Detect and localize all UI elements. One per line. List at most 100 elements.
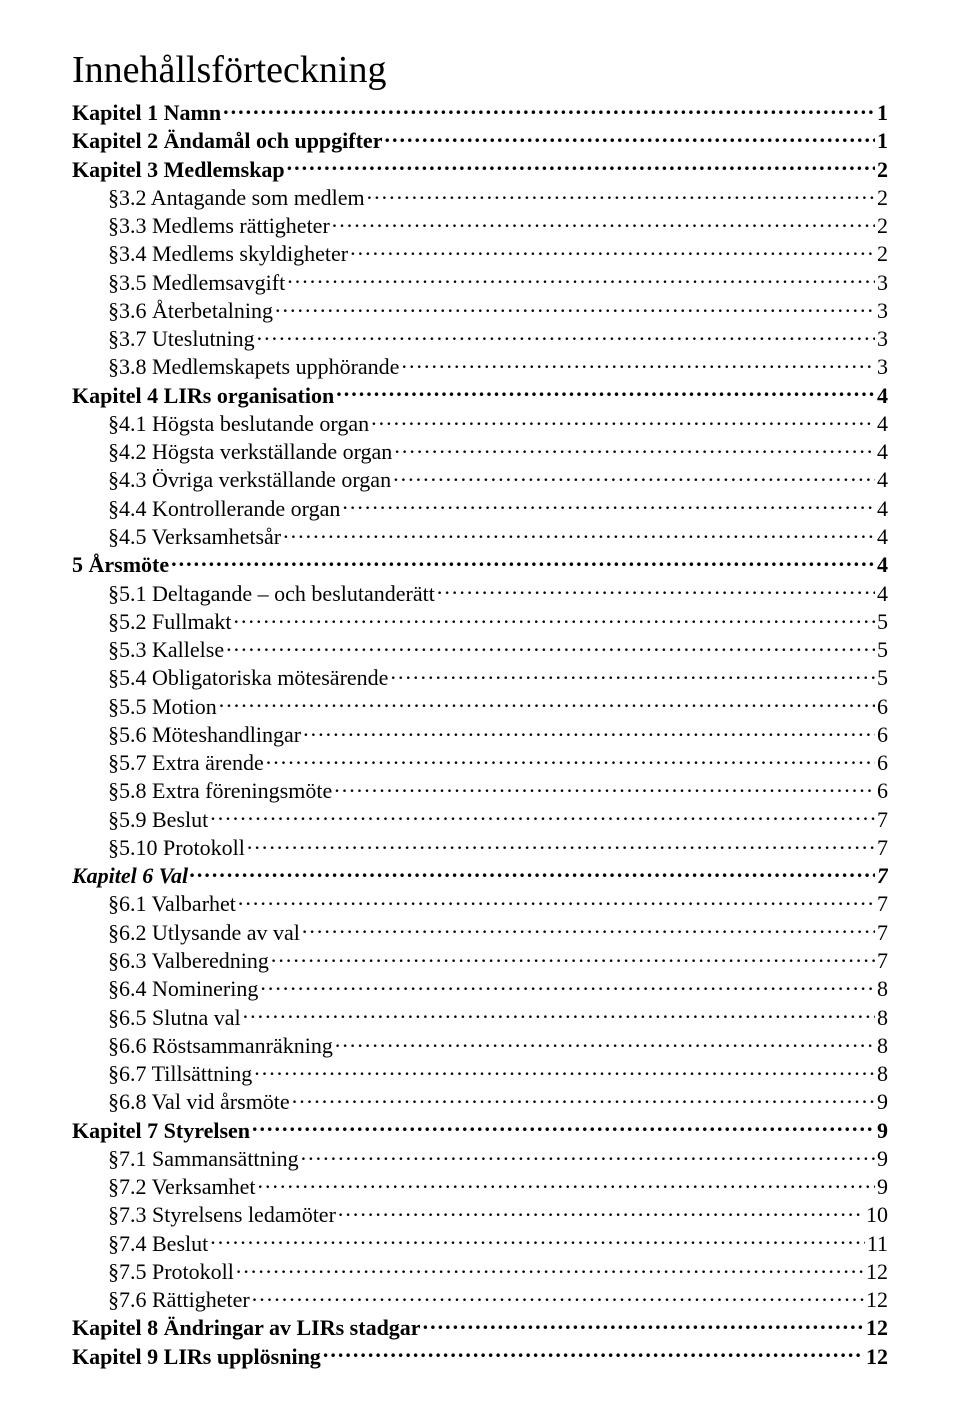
toc-row: §5.3 Kallelse5 <box>72 635 888 663</box>
toc-row: §4.4 Kontrollerande organ4 <box>72 494 888 522</box>
toc-page: 4 <box>877 551 888 578</box>
toc-page: 4 <box>877 466 888 493</box>
toc-label: §3.7 Uteslutning <box>108 325 255 352</box>
toc-row: Kapitel 1 Namn1 <box>72 98 888 126</box>
toc-row: §7.2 Verksamhet 9 <box>72 1172 888 1200</box>
toc-leader <box>401 352 875 374</box>
toc-label: Kapitel 2 Ändamål och uppgifter <box>72 127 382 154</box>
toc-page: 6 <box>877 777 888 804</box>
toc-leader <box>238 889 875 911</box>
toc-leader <box>266 748 875 770</box>
toc-page: 8 <box>877 975 888 1002</box>
toc-page: 3 <box>877 269 888 296</box>
toc-leader <box>394 437 875 459</box>
toc-page: 2 <box>877 184 888 211</box>
toc-row: §5.8 Extra föreningsmöte6 <box>72 776 888 804</box>
toc-label: §6.4 Nominering <box>108 975 258 1002</box>
toc-page: 4 <box>877 495 888 522</box>
toc-label: §3.2 Antagande som medlem <box>108 184 365 211</box>
toc-row: §4.2 Högsta verkställande organ4 <box>72 437 888 465</box>
toc-page: 5 <box>877 608 888 635</box>
toc-leader <box>283 522 875 544</box>
toc-label: §5.2 Fullmakt <box>108 608 231 635</box>
toc-row: Kapitel 8 Ändringar av LIRs stadgar12 <box>72 1313 888 1341</box>
toc-page: 9 <box>877 1173 888 1200</box>
toc-leader <box>257 324 875 346</box>
toc-page: 7 <box>877 834 888 861</box>
toc-row: §5.1 Deltagande – och beslutanderätt4 <box>72 579 888 607</box>
toc-row: §6.3 Valberedning 7 <box>72 946 888 974</box>
toc-leader <box>301 1144 875 1166</box>
toc-page: 4 <box>877 382 888 409</box>
toc-label: §3.3 Medlems rättigheter <box>108 212 330 239</box>
toc-leader <box>323 1342 864 1364</box>
toc-page: 6 <box>877 693 888 720</box>
toc-leader <box>233 607 875 629</box>
toc-label: §5.6 Möteshandlingar <box>108 721 301 748</box>
toc-leader <box>210 805 875 827</box>
toc-row: §3.5 Medlemsavgift 3 <box>72 268 888 296</box>
toc-leader <box>335 1031 875 1053</box>
toc-label: §5.3 Kallelse <box>108 636 224 663</box>
toc-label: §7.1 Sammansättning <box>108 1145 299 1172</box>
toc-row: §5.9 Beslut7 <box>72 805 888 833</box>
toc-leader <box>287 268 875 290</box>
toc-row: §4.1 Högsta beslutande organ4 <box>72 409 888 437</box>
toc-label: §6.5 Slutna val <box>108 1004 241 1031</box>
toc-row: §3.2 Antagande som medlem 2 <box>72 183 888 211</box>
toc-leader <box>287 155 875 177</box>
toc-row: §6.1 Valbarhet7 <box>72 889 888 917</box>
toc-page: 1 <box>877 99 888 126</box>
page-title: Innehållsförteckning <box>72 48 888 92</box>
toc-page: 12 <box>866 1314 888 1341</box>
toc-row: Kapitel 9 LIRs upplösning12 <box>72 1342 888 1370</box>
toc-leader <box>332 211 875 233</box>
toc-leader <box>292 1087 875 1109</box>
toc-leader <box>226 635 875 657</box>
toc-page: 7 <box>877 919 888 946</box>
toc-row: §5.10 Protokoll7 <box>72 833 888 861</box>
toc-leader <box>223 98 875 120</box>
toc-label: §7.2 Verksamhet <box>108 1173 255 1200</box>
toc-row: §5.2 Fullmakt 5 <box>72 607 888 635</box>
toc-label: §4.5 Verksamhetsår <box>108 523 281 550</box>
toc-page: 3 <box>877 325 888 352</box>
toc-row: §4.5 Verksamhetsår4 <box>72 522 888 550</box>
toc-row: §7.4 Beslut11 <box>72 1229 888 1257</box>
toc-label: §3.4 Medlems skyldigheter <box>108 240 348 267</box>
toc-label: §7.3 Styrelsens ledamöter <box>108 1201 336 1228</box>
toc-leader <box>338 1200 864 1222</box>
toc-page: 7 <box>877 947 888 974</box>
toc-label: §5.9 Beslut <box>108 806 208 833</box>
toc-row: Kapitel 6 Val7 <box>72 861 888 889</box>
toc-label: §4.3 Övriga verkställande organ <box>108 466 391 493</box>
toc-row: §3.6 Återbetalning3 <box>72 296 888 324</box>
toc-page: 3 <box>877 297 888 324</box>
toc-row: §6.2 Utlysande av val7 <box>72 918 888 946</box>
toc-leader <box>423 1313 864 1335</box>
toc-label: §6.8 Val vid årsmöte <box>108 1088 290 1115</box>
toc-container: Kapitel 1 Namn1Kapitel 2 Ändamål och upp… <box>72 98 888 1370</box>
toc-row: §6.4 Nominering 8 <box>72 974 888 1002</box>
toc-row: Kapitel 4 LIRs organisation 4 <box>72 381 888 409</box>
toc-label: §6.3 Valberedning <box>108 947 269 974</box>
toc-page: 11 <box>867 1230 888 1257</box>
toc-leader <box>252 1116 875 1138</box>
toc-label: §3.5 Medlemsavgift <box>108 269 285 296</box>
toc-leader <box>171 550 875 572</box>
toc-row: §7.1 Sammansättning9 <box>72 1144 888 1172</box>
toc-leader <box>393 465 875 487</box>
toc-leader <box>390 663 875 685</box>
toc-label: Kapitel 4 LIRs organisation <box>72 382 334 409</box>
toc-leader <box>260 974 875 996</box>
toc-row: Kapitel 3 Medlemskap2 <box>72 155 888 183</box>
toc-leader <box>254 1059 875 1081</box>
toc-page: 4 <box>877 580 888 607</box>
toc-page: 4 <box>877 410 888 437</box>
toc-label: §7.5 Protokoll <box>108 1258 234 1285</box>
toc-label: Kapitel 6 Val <box>72 862 188 889</box>
toc-page: 5 <box>877 664 888 691</box>
toc-row: §5.5 Motion6 <box>72 692 888 720</box>
toc-row: §5.7 Extra ärende6 <box>72 748 888 776</box>
toc-page: 8 <box>877 1060 888 1087</box>
